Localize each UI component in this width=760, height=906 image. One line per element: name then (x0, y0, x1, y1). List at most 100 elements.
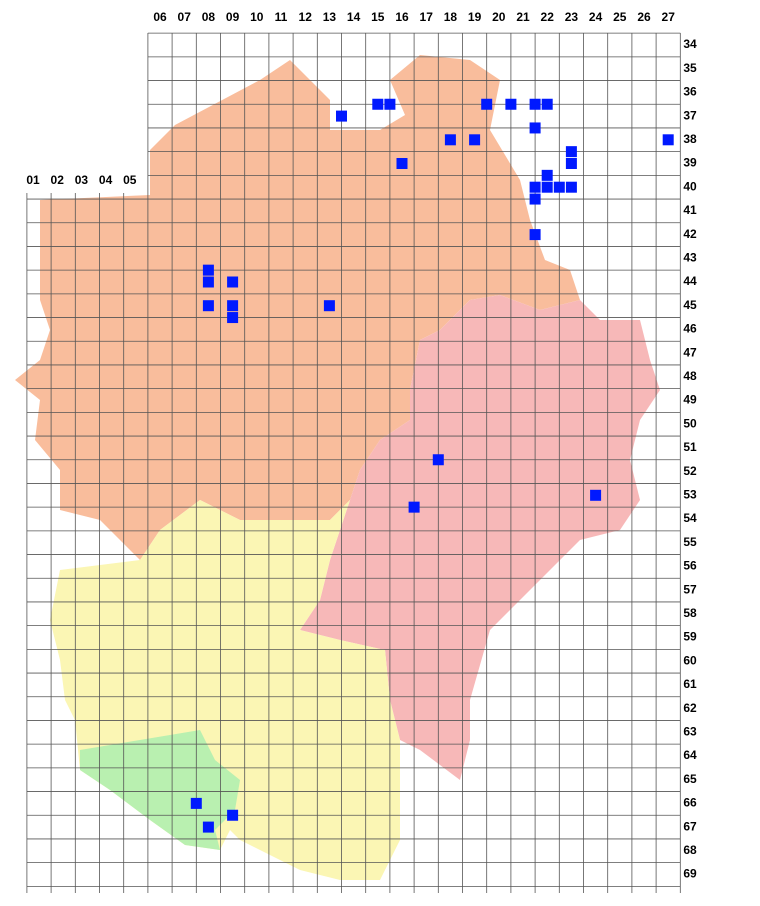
record-square (505, 98, 517, 110)
record-square (190, 797, 202, 809)
record-square (541, 181, 553, 193)
column-label: 03 (75, 173, 89, 187)
row-label: 53 (683, 487, 697, 501)
row-label: 56 (683, 559, 697, 573)
column-label: 08 (202, 10, 216, 24)
column-label: 18 (444, 10, 458, 24)
row-label: 35 (683, 61, 697, 75)
column-label: 16 (395, 10, 409, 24)
column-label: 09 (226, 10, 240, 24)
record-square (565, 146, 577, 158)
column-label: 26 (637, 10, 651, 24)
record-square (227, 276, 239, 288)
row-label: 61 (683, 677, 697, 691)
record-square (469, 134, 481, 146)
column-label: 27 (662, 10, 676, 24)
record-square (396, 158, 408, 169)
record-square (444, 134, 456, 146)
record-square (202, 821, 214, 833)
record-square (590, 489, 602, 501)
record-square (372, 98, 384, 110)
labels: 06 07 08 09 10 11 12 13 14 15 16 17 18 19 20 21 22 23 24 25… (26, 10, 697, 881)
record-square (541, 169, 553, 181)
record-square (529, 229, 541, 241)
row-label: 55 (683, 535, 697, 549)
record-square (481, 98, 493, 110)
row-label: 58 (683, 606, 697, 620)
region-south (80, 730, 240, 850)
column-label: 22 (541, 10, 555, 24)
row-label: 38 (683, 132, 697, 146)
record-square (227, 809, 239, 821)
row-label: 62 (683, 701, 697, 715)
row-label: 36 (683, 85, 697, 99)
row-label: 45 (683, 298, 697, 312)
row-label: 46 (683, 322, 697, 336)
column-label: 17 (420, 10, 434, 24)
row-label: 50 (683, 416, 697, 430)
record-square (202, 264, 214, 276)
record-square (202, 300, 214, 312)
column-label: 06 (153, 10, 167, 24)
column-label: 05 (123, 173, 137, 187)
column-label: 21 (516, 10, 530, 24)
column-label: 19 (468, 10, 482, 24)
row-label: 42 (683, 227, 697, 241)
row-label: 52 (683, 464, 697, 478)
records (190, 98, 674, 833)
row-label: 65 (683, 772, 697, 786)
column-label: 20 (492, 10, 506, 24)
row-label: 41 (683, 203, 697, 217)
record-square (323, 300, 335, 312)
column-label: 10 (250, 10, 264, 24)
row-label: 34 (683, 37, 697, 51)
column-label: 15 (371, 10, 385, 24)
column-label: 01 (26, 173, 40, 187)
column-label: 13 (323, 10, 337, 24)
record-square (553, 181, 565, 193)
row-label: 69 (683, 867, 697, 881)
column-label: 04 (99, 173, 113, 187)
record-square (565, 158, 577, 169)
record-square (565, 181, 577, 193)
column-label: 11 (275, 10, 288, 24)
row-label: 66 (683, 796, 697, 810)
row-label: 39 (683, 156, 697, 170)
region-north (15, 55, 580, 560)
column-label: 14 (347, 10, 361, 24)
record-square (408, 501, 420, 513)
row-label: 37 (683, 108, 697, 122)
row-label: 60 (683, 653, 697, 667)
record-square (202, 276, 214, 288)
record-square (529, 181, 541, 193)
record-square (662, 134, 674, 146)
row-label: 43 (683, 250, 697, 264)
row-label: 51 (683, 440, 697, 454)
column-label: 23 (565, 10, 579, 24)
row-label: 40 (683, 179, 697, 193)
record-square (529, 193, 541, 205)
record-square (227, 312, 239, 324)
row-label: 54 (683, 511, 697, 525)
row-label: 47 (683, 345, 697, 359)
row-label: 44 (683, 274, 697, 288)
row-label: 49 (683, 393, 697, 407)
row-label: 67 (683, 819, 697, 833)
row-label: 63 (683, 724, 697, 738)
record-square (529, 122, 541, 134)
column-label: 12 (299, 10, 313, 24)
row-label: 68 (683, 843, 697, 857)
record-square (529, 98, 541, 110)
record-square (384, 98, 396, 110)
column-label: 02 (51, 173, 65, 187)
row-label: 57 (683, 582, 697, 596)
column-label: 25 (613, 10, 627, 24)
row-label: 48 (683, 369, 697, 383)
column-label: 07 (178, 10, 192, 24)
record-square (336, 110, 347, 122)
record-square (227, 300, 239, 312)
row-label: 59 (683, 630, 697, 644)
record-square (541, 98, 553, 110)
row-label: 64 (683, 748, 697, 762)
